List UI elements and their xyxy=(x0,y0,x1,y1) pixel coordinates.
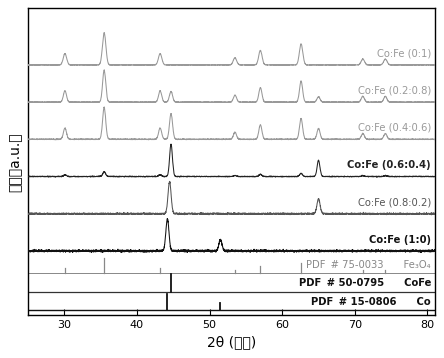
Text: PDF  # 75-0033  Fe₃O₄: PDF # 75-0033 Fe₃O₄ xyxy=(306,260,431,270)
X-axis label: 2θ (角度): 2θ (角度) xyxy=(207,336,256,350)
Text: Co:Fe (0.6:0.4): Co:Fe (0.6:0.4) xyxy=(348,160,431,170)
Text: Co:Fe (0.4:0.6): Co:Fe (0.4:0.6) xyxy=(358,123,431,133)
Text: PDF  # 50-0795  CoFe: PDF # 50-0795 CoFe xyxy=(299,278,431,288)
Text: Co:Fe (1:0): Co:Fe (1:0) xyxy=(369,234,431,245)
Text: Co:Fe (0.2:0.8): Co:Fe (0.2:0.8) xyxy=(358,86,431,96)
Text: PDF  # 15-0806  Co: PDF # 15-0806 Co xyxy=(312,297,431,308)
Y-axis label: 强度（a.u.）: 强度（a.u.） xyxy=(8,132,22,192)
Text: Co:Fe (0.8:0.2): Co:Fe (0.8:0.2) xyxy=(358,197,431,207)
Text: Co:Fe (0:1): Co:Fe (0:1) xyxy=(377,49,431,59)
